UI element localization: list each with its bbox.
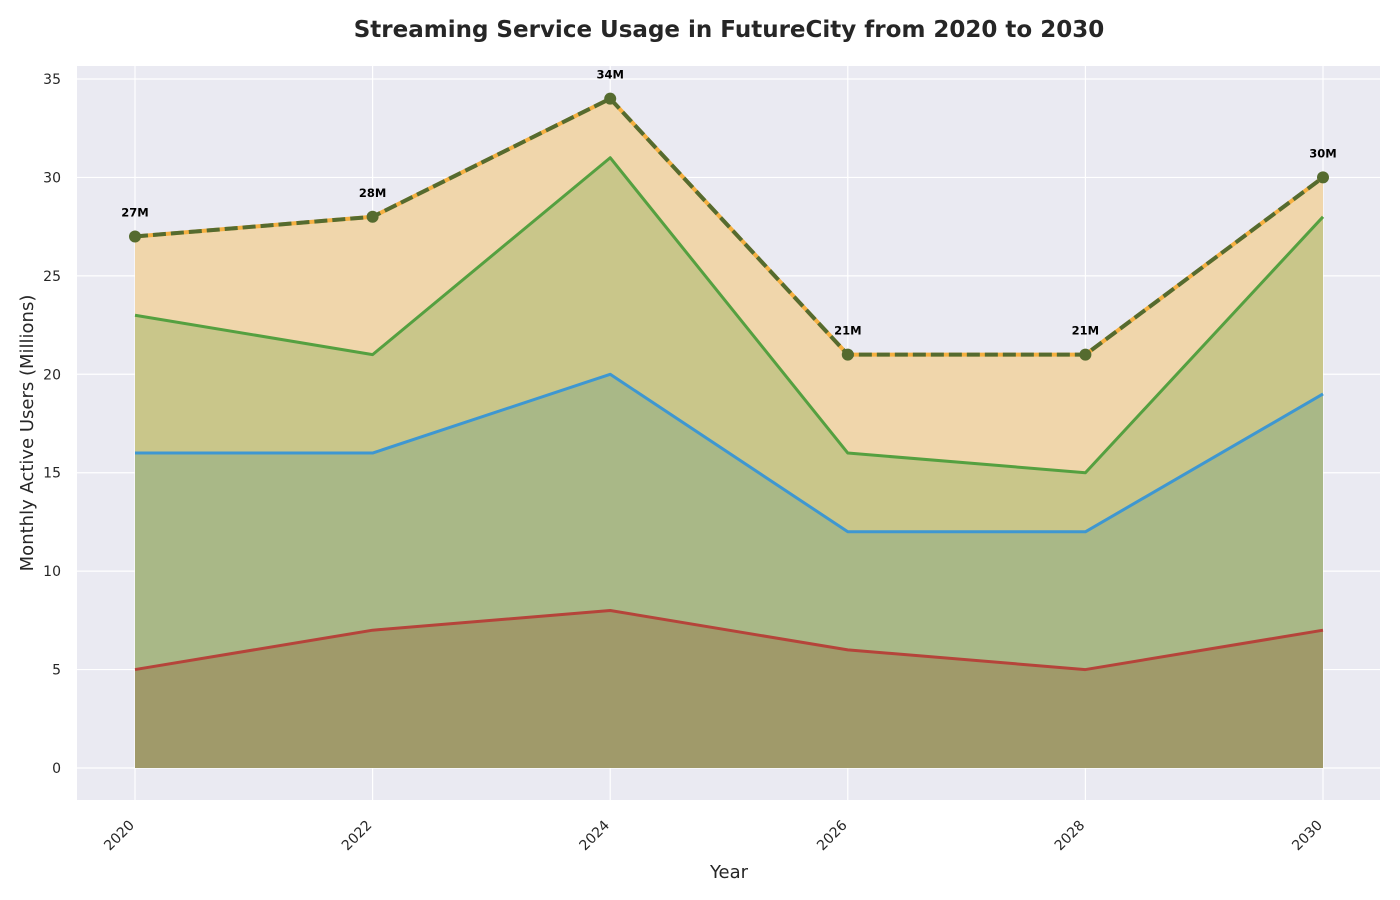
y-axis-label: Monthly Active Users (Millions) [17, 295, 38, 572]
y-tick-label: 5 [52, 663, 61, 679]
area-fills [135, 98, 1323, 768]
line-series-1 [134, 609, 1324, 672]
chart-title: Streaming Service Usage in FutureCity fr… [354, 17, 1105, 43]
total-point [604, 92, 617, 105]
total-point [1079, 348, 1092, 361]
total-point [366, 210, 379, 223]
data-labels: 27M 28M 34M 21M 21M 30M [121, 68, 1336, 338]
y-tick-label: 30 [43, 170, 61, 186]
x-tick-label: 2030 [1289, 818, 1326, 855]
data-label: 34M [596, 68, 623, 82]
line-total [134, 96, 1325, 357]
x-tick-label: 2020 [101, 818, 138, 855]
line-series-3 [134, 156, 1325, 475]
y-tick-label: 20 [43, 367, 61, 383]
total-markers [129, 92, 1329, 361]
y-tick-labels: 0 5 10 15 20 25 30 35 [43, 72, 61, 777]
x-tick-label: 2024 [577, 817, 614, 854]
total-point [1317, 171, 1329, 184]
y-tick-label: 25 [43, 269, 61, 285]
x-tick-label: 2026 [814, 817, 851, 854]
area-series-1 [135, 610, 1323, 768]
total-point [841, 348, 854, 361]
data-label: 21M [1072, 324, 1099, 338]
data-label: 27M [121, 205, 148, 219]
series-lines [134, 96, 1325, 672]
x-tick-label: 2028 [1052, 818, 1089, 855]
x-tick-labels: 2020 2022 2024 2026 2028 2030 [101, 817, 1326, 854]
y-tick-label: 35 [43, 72, 61, 88]
data-label: 21M [834, 324, 861, 338]
x-tick-label: 2022 [339, 818, 376, 855]
y-tick-label: 0 [52, 761, 61, 777]
data-label: 30M [1309, 146, 1336, 160]
x-axis-label: Year [709, 862, 749, 883]
line-series-2 [135, 372, 1324, 534]
y-tick-label: 15 [43, 466, 61, 482]
total-point [129, 230, 141, 243]
y-tick-label: 10 [43, 564, 61, 580]
data-label: 28M [359, 186, 386, 200]
